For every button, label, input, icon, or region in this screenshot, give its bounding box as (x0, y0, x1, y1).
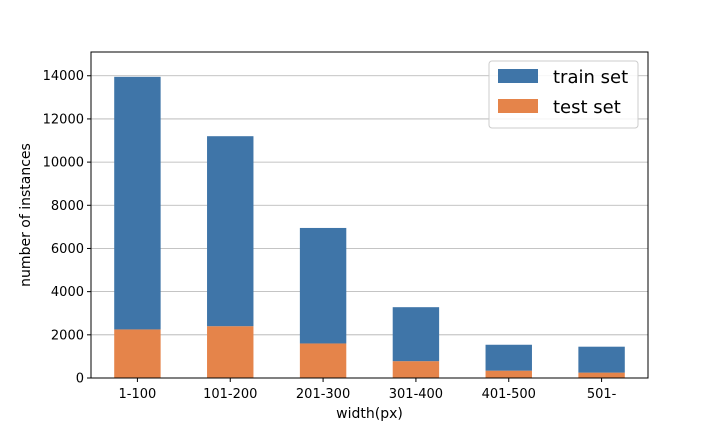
legend-label: train set (553, 67, 628, 88)
y-tick-label: 0 (76, 372, 84, 387)
x-tick-label: 1-100 (119, 387, 157, 402)
x-axis: 1-100 101-200 201-300 301-400 401-500 501- (119, 378, 617, 402)
y-tick-label: 2000 (51, 328, 84, 343)
y-tick-label: 10000 (43, 156, 84, 171)
bar-test-set-401-500 (485, 370, 532, 378)
bar-test-set-501- (578, 372, 625, 378)
bar-test-set-301-400 (392, 361, 440, 378)
bar-test-set-201-300 (299, 343, 347, 378)
plot-frame (90, 51, 649, 379)
legend-label: test set (553, 97, 621, 118)
y-tick-label: 4000 (51, 285, 84, 300)
x-tick-label: 101-200 (203, 387, 257, 402)
bar-train-set-501- (578, 346, 625, 373)
bar-train-set-101-200 (207, 136, 254, 327)
x-tick-label: 301-400 (389, 387, 443, 402)
grid-lines (91, 75, 648, 379)
y-tick-label: 8000 (51, 199, 84, 214)
bar-train-set-1-100 (114, 76, 161, 330)
legend-swatch (498, 99, 538, 113)
x-tick-label: 501- (587, 387, 617, 402)
y-axis: 0 2000 4000 6000 8000 10000 12000 14000 (43, 69, 91, 387)
x-axis-title: width(px) (336, 406, 403, 422)
bar-train-set-401-500 (485, 344, 532, 371)
y-tick-label: 14000 (43, 69, 84, 84)
legend: train set test set (488, 60, 639, 129)
x-tick-label: 201-300 (296, 387, 350, 402)
bar-train-set-301-400 (392, 307, 440, 362)
y-axis-title: number of instances (18, 143, 34, 287)
bar-train-set-201-300 (299, 227, 347, 344)
bar-test-set-101-200 (207, 326, 254, 378)
y-tick-label: 12000 (43, 112, 84, 127)
x-tick-label: 401-500 (482, 387, 536, 402)
bars (114, 76, 625, 378)
y-tick-label: 6000 (51, 242, 84, 257)
bar-test-set-1-100 (114, 329, 161, 378)
legend-swatch (498, 69, 538, 83)
